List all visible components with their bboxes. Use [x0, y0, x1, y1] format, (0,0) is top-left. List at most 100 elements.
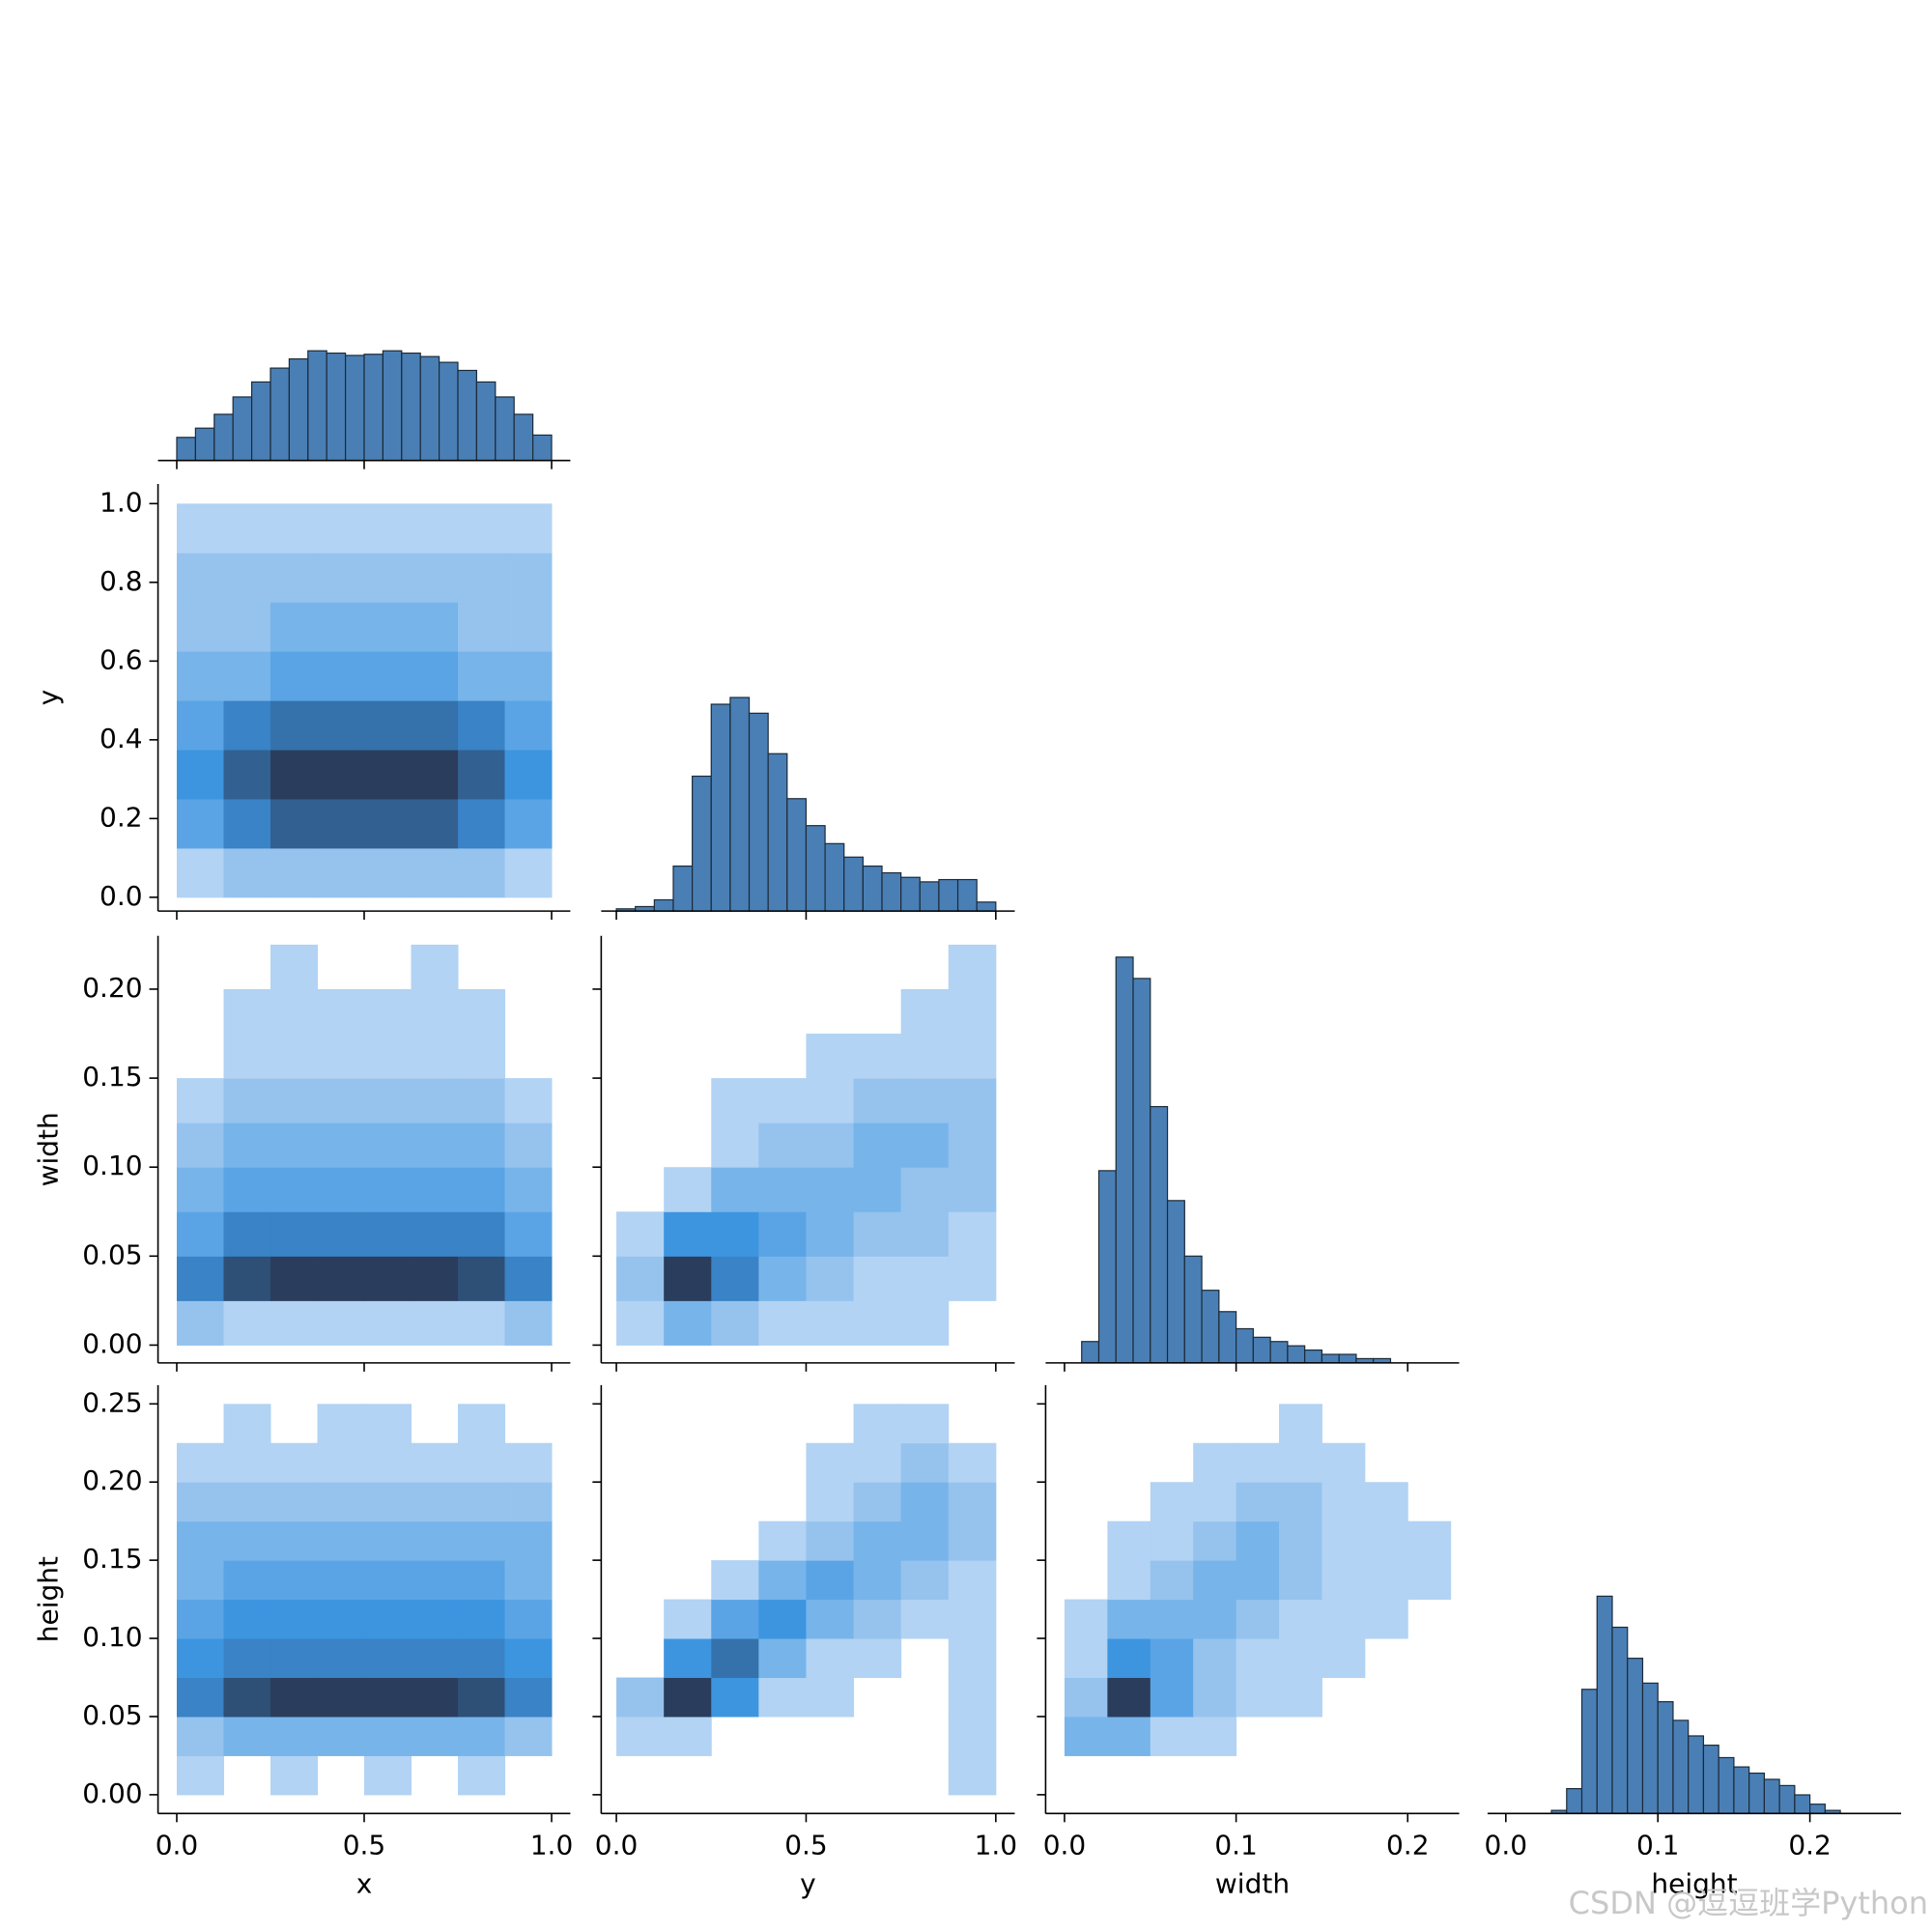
- heat-cell: [806, 945, 854, 990]
- heat-cell: [317, 1677, 365, 1718]
- heat-cell: [458, 700, 506, 751]
- bar: [176, 437, 196, 462]
- heat-cell: [616, 1755, 665, 1795]
- heat-cell: [949, 1404, 997, 1443]
- heat-cell: [758, 1034, 807, 1079]
- bar: [1269, 1341, 1289, 1364]
- heat-cell: [223, 553, 271, 603]
- heat-cell: [270, 1442, 318, 1483]
- heat-cell: [711, 1755, 759, 1795]
- heat-cell: [854, 1717, 902, 1756]
- bar: [956, 878, 978, 912]
- heat-cell: [853, 1122, 902, 1168]
- heat-cell: [270, 1638, 318, 1679]
- bar: [382, 350, 403, 462]
- bar: [692, 775, 712, 912]
- heat-cell: [363, 1122, 412, 1168]
- heat-cell: [411, 1256, 459, 1301]
- heat-cell: [616, 1638, 665, 1678]
- heat-cell: [664, 1167, 712, 1212]
- heat-cell: [411, 1122, 459, 1168]
- heat-cell: [664, 1443, 712, 1483]
- heat-cell: [616, 1256, 665, 1301]
- heat-cell: [806, 1167, 855, 1212]
- heat-cell: [664, 1256, 712, 1301]
- bar: [976, 901, 997, 912]
- heat-cell: [711, 1717, 759, 1756]
- x-axis-label: y: [800, 1867, 816, 1899]
- heat-cell: [853, 1599, 902, 1639]
- heat-cell: [504, 1520, 553, 1561]
- heat-cell: [758, 1717, 807, 1756]
- heat-cell: [806, 1482, 855, 1522]
- heat-cell: [411, 651, 459, 701]
- heat-cell: [411, 847, 459, 898]
- heat-cell: [176, 1078, 224, 1123]
- heat-cell: [853, 1638, 902, 1679]
- heat-cell: [505, 1404, 553, 1443]
- heat-cell: [458, 1404, 506, 1444]
- heat-cell: [1407, 1638, 1451, 1678]
- heat-cell: [664, 1034, 712, 1079]
- heat-cell: [1321, 1599, 1366, 1639]
- heat-cell: [758, 945, 807, 990]
- heat-cell: [1365, 1638, 1408, 1678]
- heat-cell: [363, 1078, 412, 1123]
- x-tick-label: 1.0: [530, 1829, 574, 1861]
- bar: [881, 871, 902, 912]
- heat-cell: [853, 1256, 902, 1301]
- heat-cell: [458, 1122, 506, 1168]
- heat-cell: [176, 1520, 224, 1561]
- heat-cell: [711, 1482, 759, 1521]
- y-tick-label: 0.15: [82, 1061, 142, 1093]
- heat-cell: [176, 1716, 224, 1756]
- heat-cell: [177, 945, 224, 990]
- bar: [919, 881, 940, 912]
- heat-cell: [900, 1300, 950, 1346]
- heat-cell: [806, 1404, 854, 1443]
- heat-cell: [223, 945, 270, 990]
- heat-cell: [411, 1442, 459, 1483]
- heat-cell: [223, 1599, 271, 1639]
- heat-cell: [806, 1034, 855, 1079]
- bar: [270, 367, 290, 462]
- heat-cell: [504, 602, 553, 652]
- heat-cell: [1236, 1404, 1280, 1443]
- heat-cell: [176, 1677, 224, 1718]
- heat-cell: [806, 1300, 855, 1346]
- bar: [419, 355, 440, 462]
- heat-cell: [664, 1638, 712, 1679]
- heat-cell: [411, 1167, 459, 1212]
- heat-cell: [900, 1034, 950, 1079]
- bar: [672, 865, 694, 912]
- heat-cell: [458, 1300, 506, 1346]
- heat-cell: [949, 1300, 997, 1346]
- bar: [1794, 1794, 1811, 1814]
- heat-cell: [317, 1442, 365, 1483]
- heat-cell: [176, 798, 224, 849]
- heat-cell: [270, 1034, 318, 1079]
- heat-cell: [1065, 1560, 1108, 1600]
- heat-cell: [317, 1167, 365, 1212]
- heat-cell: [853, 1560, 902, 1601]
- heat-cell: [616, 1211, 665, 1257]
- heat-cell: [1321, 1482, 1366, 1522]
- heat-cell: [664, 1078, 712, 1123]
- heat-cell: [664, 1404, 712, 1443]
- heat-cell: [711, 1560, 759, 1601]
- heat-cell: [317, 1520, 365, 1561]
- heat-cell: [458, 847, 506, 898]
- heat-cell: [948, 1167, 997, 1212]
- heat-cell: [806, 1078, 855, 1123]
- heat-cell: [1236, 1677, 1280, 1718]
- heat-cell: [363, 798, 412, 849]
- heat-cell: [853, 1211, 902, 1257]
- heat-cell: [176, 1442, 224, 1483]
- bar: [1338, 1353, 1357, 1364]
- bar: [1081, 1341, 1100, 1364]
- bar: [250, 381, 271, 462]
- heat-cell: [900, 1211, 950, 1257]
- heat-cell: [270, 1677, 318, 1718]
- heat-cell: [1279, 1404, 1322, 1444]
- bar: [1580, 1689, 1598, 1814]
